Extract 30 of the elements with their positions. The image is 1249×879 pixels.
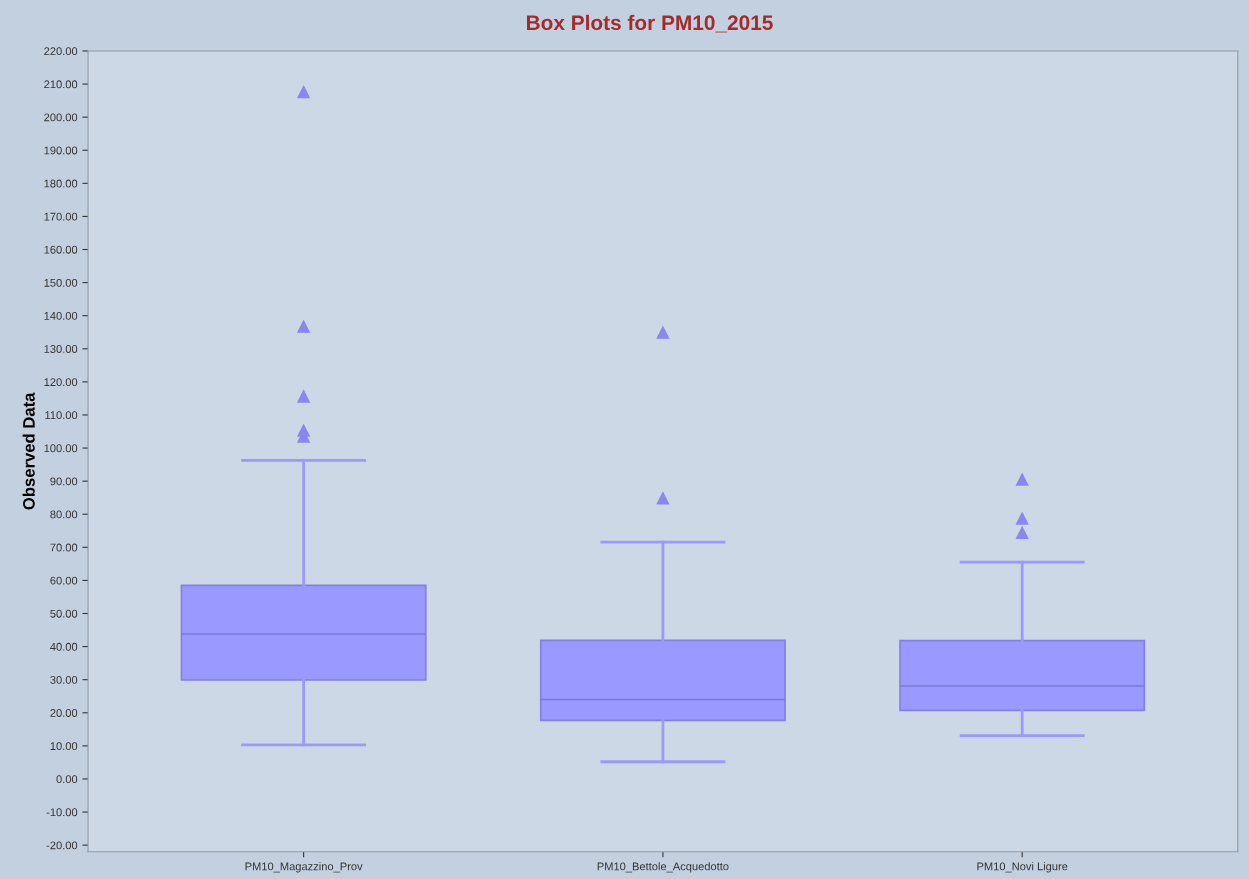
y-tick-label: 110.00 — [45, 411, 78, 420]
y-tick-label: 120.00 — [44, 378, 78, 387]
x-tick-label: PM10_Novi Ligure — [977, 862, 1068, 873]
y-tick-label: 0.00 — [56, 775, 78, 784]
y-tick-label: 200.00 — [44, 113, 78, 122]
y-tick-label: 130.00 — [44, 345, 78, 353]
y-tick-label: 50.00 — [50, 609, 78, 618]
x-tick-label: PM10_Magazzino_Prov — [245, 862, 363, 873]
y-tick-label: 160.00 — [44, 245, 78, 254]
x-tick-label: PM10_Bettole_Acquedotto — [597, 862, 729, 873]
y-tick-label: 210.00 — [44, 80, 78, 89]
y-tick-label: 60.00 — [50, 576, 78, 585]
y-tick-label: 20.00 — [50, 709, 78, 717]
y-tick-label: 220.00 — [44, 47, 78, 56]
y-tick-label: 30.00 — [50, 675, 78, 684]
y-tick-label: -20.00 — [46, 841, 78, 850]
y-tick-label: 10.00 — [50, 742, 78, 750]
y-tick-label: 140.00 — [44, 311, 78, 320]
y-tick-label: 100.00 — [44, 444, 78, 453]
y-tick-label: 90.00 — [50, 477, 78, 486]
y-tick-label: 180.00 — [44, 179, 78, 188]
y-tick-label: -10.00 — [46, 808, 78, 817]
y-tick-label: 190.00 — [44, 146, 78, 155]
chart-title: Box Plots for PM10_2015 — [526, 14, 773, 33]
y-axis-title: Observed Data — [22, 392, 35, 510]
y-tick-label: 70.00 — [50, 543, 78, 552]
y-tick-label: 80.00 — [50, 510, 78, 519]
y-tick-label: 150.00 — [44, 278, 78, 287]
y-tick-label: 170.00 — [44, 212, 78, 221]
y-tick-label: 40.00 — [50, 642, 78, 651]
